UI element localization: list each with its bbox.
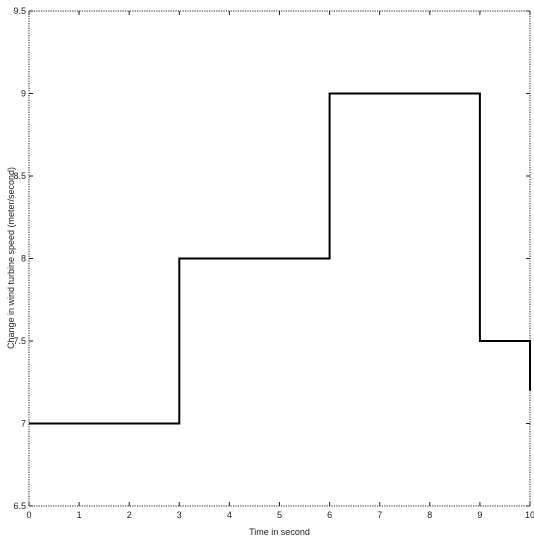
y-tick-labels: 6.5 7 7.5 8 8.5 9 9.5 [13, 6, 26, 511]
x-tick-label: 6 [327, 510, 332, 520]
y-tick-label: 7.5 [13, 336, 26, 346]
x-tick-label: 10 [525, 510, 534, 520]
x-tick-label: 3 [177, 510, 182, 520]
x-tick-label: 7 [377, 510, 382, 520]
x-tick-label: 2 [127, 510, 132, 520]
y-tick-label: 9 [21, 89, 26, 99]
x-tick-labels: 0 1 2 3 4 5 6 7 8 9 10 [26, 510, 534, 520]
y-tick-label: 7 [21, 419, 26, 429]
x-tick-label: 8 [427, 510, 432, 520]
y-axis-label: Change in wind turbine speed (meter/seco… [6, 167, 16, 349]
x-tick-label: 0 [26, 510, 31, 520]
series-wind-speed-step-line [29, 92, 531, 425]
x-tick-label: 1 [77, 510, 82, 520]
y-tick-label: 8.5 [13, 171, 26, 181]
x-tick-label: 5 [277, 510, 282, 520]
y-tick-label: 9.5 [13, 6, 26, 16]
x-tick-label: 9 [477, 510, 482, 520]
y-tick-label: 6.5 [13, 501, 26, 511]
x-axis-label: Time in second [249, 527, 310, 537]
y-tick-label: 8 [21, 254, 26, 264]
x-tick-label: 4 [227, 510, 232, 520]
